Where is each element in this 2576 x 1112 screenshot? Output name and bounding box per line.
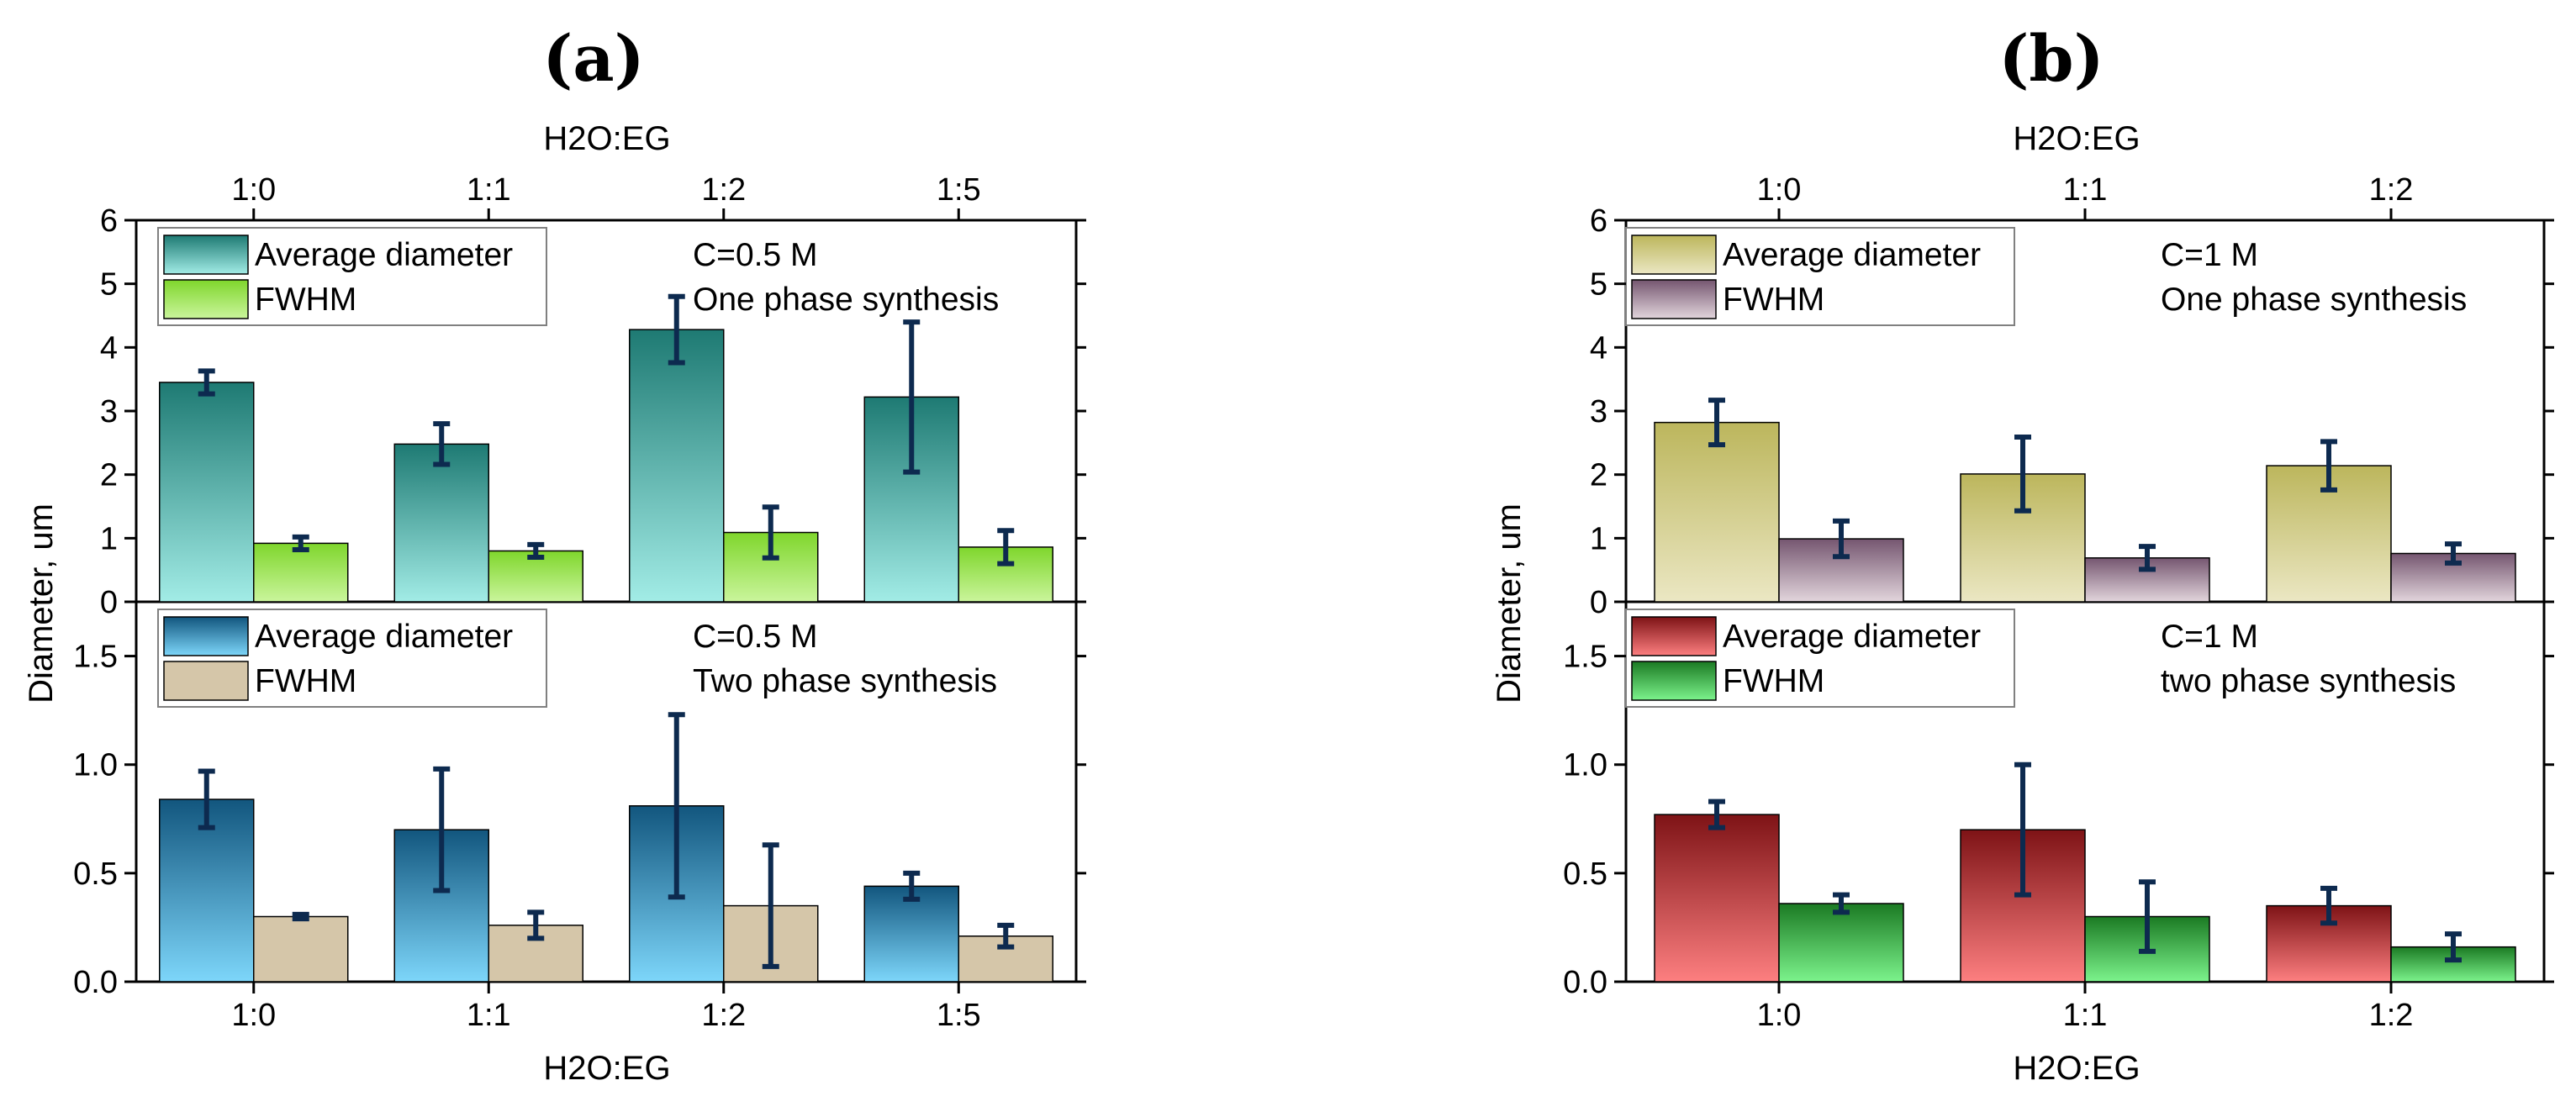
panel-label-b: (b)	[1998, 21, 2104, 96]
legend-label-average-diameter: Average diameter	[255, 619, 513, 655]
annotation-synthesis-a-bottom: Two phase synthesis	[693, 663, 997, 699]
legend-swatch-fwhm	[163, 661, 249, 701]
chart-marks-b: 0 1 2 3 4 5 6 0.0 0.5 1.0 1.5 1:0 1:0 1:1 1:1 1:2 1:2	[1563, 172, 2554, 1033]
y-tick-label: 4	[100, 330, 118, 366]
y-tick-label: 6	[100, 203, 118, 239]
legend-label-average-diameter: Average diameter	[1723, 619, 1981, 655]
legend-label-fwhm: FWHM	[1723, 282, 1824, 318]
bar	[253, 915, 349, 983]
legend-swatch-average-diameter	[163, 235, 249, 275]
annotation-concentration-a-bottom: C=0.5 M	[693, 619, 817, 655]
legend-a-bottom: Average diameter FWHM	[157, 609, 547, 708]
legend-b-top: Average diameter FWHM	[1625, 227, 2015, 326]
top-x-axis-title-b: H2O:EG	[2013, 120, 2140, 157]
legend-swatch-fwhm	[1631, 661, 1717, 701]
bar	[629, 329, 725, 603]
y-tick-label: 6	[1590, 203, 1607, 239]
legend-label-average-diameter: Average diameter	[1723, 237, 1981, 273]
y-axis-title-b: Diameter, um	[1491, 503, 1528, 704]
y-tick-label: 0	[100, 585, 118, 620]
legend-b-bottom: Average diameter FWHM	[1625, 609, 2015, 708]
x-tick-label-top: 1:0	[231, 172, 276, 208]
legend-label-fwhm: FWHM	[255, 663, 356, 699]
annotation-concentration-b-bottom: C=1 M	[2161, 619, 2258, 655]
y-tick-label: 5	[100, 267, 118, 303]
x-tick-label-bottom: 1:2	[701, 998, 746, 1033]
panel-label-a: (a)	[542, 21, 644, 96]
x-tick-label-bottom: 1:0	[1757, 998, 1802, 1033]
x-tick-label-bottom: 1:1	[2063, 998, 2108, 1033]
bar	[1778, 903, 1904, 983]
annotation-synthesis-b-top: One phase synthesis	[2161, 282, 2467, 318]
y-tick-label: 4	[1590, 330, 1607, 366]
y-tick-label: 0.5	[1563, 856, 1607, 892]
y-tick-label: 3	[1590, 394, 1607, 430]
y-tick-label: 1.0	[73, 748, 118, 783]
y-tick-label: 2	[1590, 458, 1607, 493]
x-tick-label-bottom: 1:1	[467, 998, 511, 1033]
y-tick-label: 1.5	[1563, 640, 1607, 675]
x-tick-label-bottom: 1:0	[231, 998, 276, 1033]
annotation-synthesis-b-bottom: two phase synthesis	[2161, 663, 2456, 699]
legend-label-fwhm: FWHM	[1723, 663, 1824, 699]
y-tick-label: 0.0	[1563, 965, 1607, 1000]
chart-marks-a: 0 1 2 3 4 5 6 0.0 0.5 1.0 1.5 1:0 1:0 1:1 1:1 1:2 1:2 1:5…	[73, 172, 1086, 1033]
y-axis-title-a: Diameter, um	[23, 503, 60, 704]
bottom-x-axis-title-b: H2O:EG	[2013, 1050, 2140, 1087]
legend-label-fwhm: FWHM	[255, 282, 356, 318]
x-tick-label-top: 1:2	[2369, 172, 2414, 208]
bar	[1654, 814, 1780, 983]
bar	[159, 382, 255, 603]
legend-swatch-fwhm	[1631, 279, 1717, 319]
y-tick-label: 3	[100, 394, 118, 430]
y-tick-label: 2	[100, 458, 118, 493]
y-tick-label: 0.0	[73, 965, 118, 1000]
y-tick-label: 1	[100, 521, 118, 556]
x-tick-label-top: 1:1	[467, 172, 511, 208]
legend-a-top: Average diameter FWHM	[157, 227, 547, 326]
annotation-concentration-b-top: C=1 M	[2161, 237, 2258, 273]
x-tick-label-bottom: 1:2	[2369, 998, 2414, 1033]
top-x-axis-title-a: H2O:EG	[543, 120, 670, 157]
y-tick-label: 0	[1590, 585, 1607, 620]
y-tick-label: 1.5	[73, 640, 118, 675]
chart-panel-b: (b) H2O:EG H2O:EG Diameter, um Average d…	[1491, 21, 2554, 1087]
chart-panel-a: (a) H2O:EG H2O:EG Diameter, um Average d…	[23, 21, 1086, 1087]
annotation-concentration-a-top: C=0.5 M	[693, 237, 817, 273]
bottom-x-axis-title-a: H2O:EG	[543, 1050, 670, 1087]
legend-swatch-average-diameter	[1631, 235, 1717, 275]
y-tick-label: 1.0	[1563, 748, 1607, 783]
bar	[393, 443, 489, 603]
y-tick-label: 5	[1590, 267, 1607, 303]
bar	[253, 542, 349, 603]
legend-swatch-average-diameter	[1631, 616, 1717, 656]
x-tick-label-top: 1:0	[1757, 172, 1802, 208]
y-tick-label: 1	[1590, 521, 1607, 556]
legend-swatch-average-diameter	[163, 616, 249, 656]
x-tick-label-bottom: 1:5	[937, 998, 981, 1033]
bar	[1654, 421, 1780, 603]
x-tick-label-top: 1:2	[701, 172, 746, 208]
annotation-synthesis-a-top: One phase synthesis	[693, 282, 999, 318]
legend-label-average-diameter: Average diameter	[255, 237, 513, 273]
x-tick-label-top: 1:5	[937, 172, 981, 208]
legend-swatch-fwhm	[163, 279, 249, 319]
y-tick-label: 0.5	[73, 856, 118, 892]
x-tick-label-top: 1:1	[2063, 172, 2108, 208]
